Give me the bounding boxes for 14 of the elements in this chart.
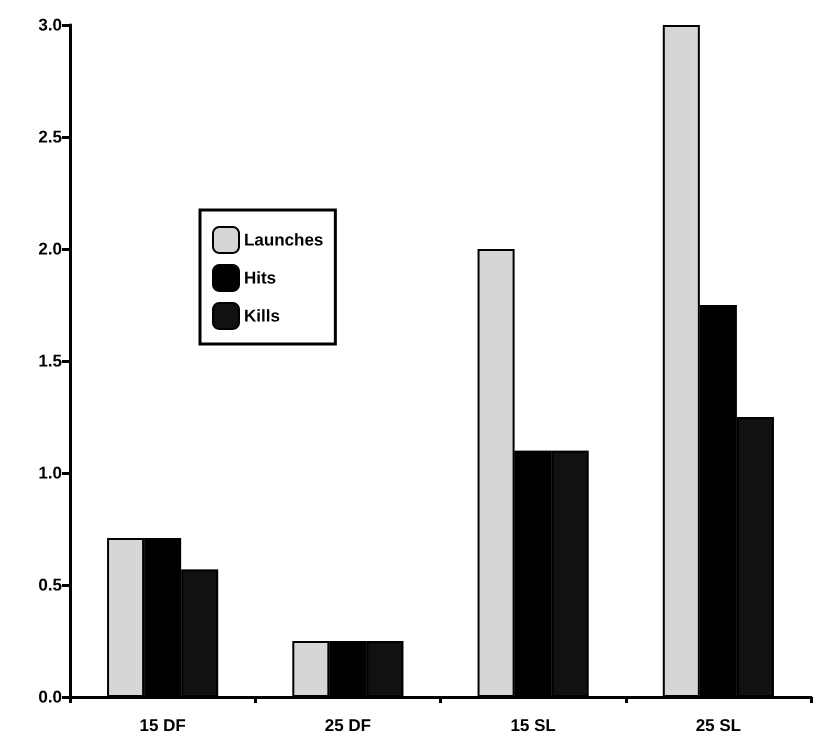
x-tick-label: 25 SL <box>696 716 742 735</box>
x-tick-label: 15 SL <box>510 716 556 735</box>
legend-label: Kills <box>244 306 280 326</box>
y-tick-label: 0.0 <box>38 688 62 706</box>
legend-label: Launches <box>244 230 324 250</box>
y-tick-label: 0.5 <box>38 576 62 594</box>
y-tick-label: 2.0 <box>38 240 62 258</box>
y-tick-label: 1.0 <box>38 464 62 482</box>
y-tick-label: 1.5 <box>38 352 62 370</box>
x-tick-label: 15 DF <box>139 716 186 735</box>
y-tick-label: 2.5 <box>38 128 62 146</box>
y-tick-label: 3.0 <box>38 16 62 34</box>
x-tick-label: 25 DF <box>324 716 372 735</box>
legend-label: Hits <box>244 268 276 288</box>
